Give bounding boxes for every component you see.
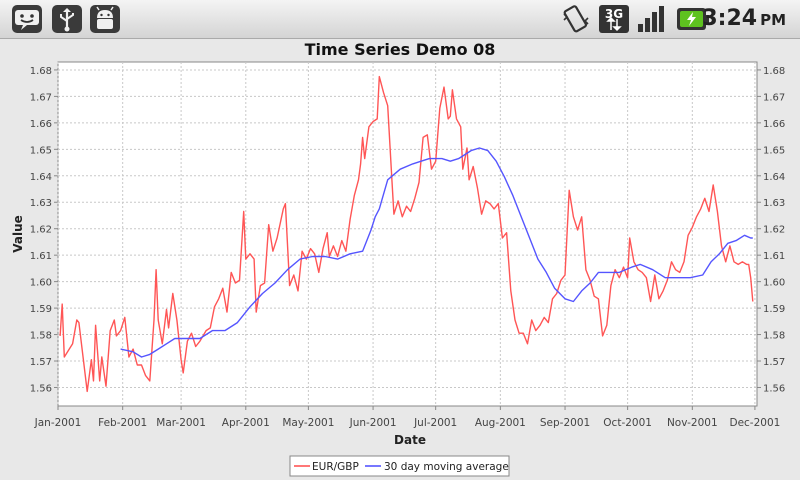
- x-tick-label: Jan-2001: [34, 417, 82, 429]
- y-tick-label-right: 1.65: [763, 145, 785, 156]
- x-tick-label: May-2001: [282, 417, 334, 429]
- y-tick-label-left: 1.58: [30, 331, 52, 342]
- x-tick-label: Feb-2001: [98, 417, 147, 429]
- status-bar: 3G 3:24 PM: [0, 0, 800, 39]
- y-axis-label: Value: [11, 215, 25, 253]
- x-tick-label: Jul-2001: [413, 417, 457, 429]
- x-tick-label: Jun-2001: [349, 417, 397, 429]
- android-face-icon: [12, 5, 42, 33]
- y-tick-label-left: 1.59: [30, 304, 52, 315]
- y-tick-label-left: 1.61: [30, 251, 52, 262]
- y-tick-label-right: 1.62: [763, 225, 785, 236]
- vibrate-icon: [562, 4, 590, 38]
- y-tick-label-left: 1.60: [30, 278, 52, 289]
- time-series-chart: Time Series Demo 08 1.56 1.56 1.57 1.57 1.58 1…: [11, 40, 785, 477]
- legend-moving-average-label: 30 day moving average: [384, 461, 509, 473]
- android-debug-icon: [90, 5, 120, 33]
- x-tick-label: Nov-2001: [667, 417, 718, 429]
- battery-charging-icon: [676, 4, 710, 38]
- y-tick-label-right: 1.57: [763, 357, 785, 368]
- x-tick-label: Mar-2001: [156, 417, 206, 429]
- y-tick-label-left: 1.62: [30, 225, 52, 236]
- y-tick-label-right: 1.67: [763, 92, 785, 103]
- y-tick-label-right: 1.61: [763, 251, 785, 262]
- y-tick-label-right: 1.64: [763, 172, 785, 183]
- y-tick-label-right: 1.63: [763, 198, 785, 209]
- chart-area: Time Series Demo 08 1.56 1.56 1.57 1.57 1.58 1…: [0, 39, 800, 480]
- y-tick-label-left: 1.65: [30, 145, 52, 156]
- legend-eur-gbp-label: EUR/GBP: [312, 461, 359, 473]
- y-tick-label-right: 1.59: [763, 304, 785, 315]
- y-tick-label-left: 1.66: [30, 119, 52, 130]
- y-tick-label-right: 1.60: [763, 278, 785, 289]
- y-tick-label-left: 1.57: [30, 357, 52, 368]
- y-tick-label-left: 1.68: [30, 66, 52, 77]
- svg-text:3G: 3G: [605, 7, 623, 21]
- x-tick-label: Sep-2001: [540, 417, 590, 429]
- moving-average-series-line: [120, 147, 753, 358]
- signal-icon: [636, 4, 668, 38]
- y-tick-label-right: 1.56: [763, 383, 785, 394]
- y-tick-label-left: 1.56: [30, 383, 52, 394]
- y-tick-label-right: 1.66: [763, 119, 785, 130]
- x-tick-label: Aug-2001: [475, 417, 526, 429]
- y-tick-label-left: 1.67: [30, 92, 52, 103]
- plot-area: [57, 61, 758, 407]
- x-tick-label: Apr-2001: [222, 417, 270, 429]
- usb-icon: [52, 5, 82, 33]
- chart-title: Time Series Demo 08: [305, 40, 496, 59]
- legend-box: [289, 455, 510, 477]
- y-tick-label-left: 1.63: [30, 198, 52, 209]
- y-tick-label-right: 1.58: [763, 331, 785, 342]
- x-tick-label: Oct-2001: [603, 417, 652, 429]
- y-tick-label-left: 1.64: [30, 172, 52, 183]
- x-tick-label: Dec-2001: [729, 417, 780, 429]
- y-tick-label-right: 1.68: [763, 66, 785, 77]
- x-axis-label: Date: [394, 433, 426, 447]
- clock: 3:24 PM: [702, 6, 786, 31]
- network-3g-icon: 3G: [598, 4, 630, 38]
